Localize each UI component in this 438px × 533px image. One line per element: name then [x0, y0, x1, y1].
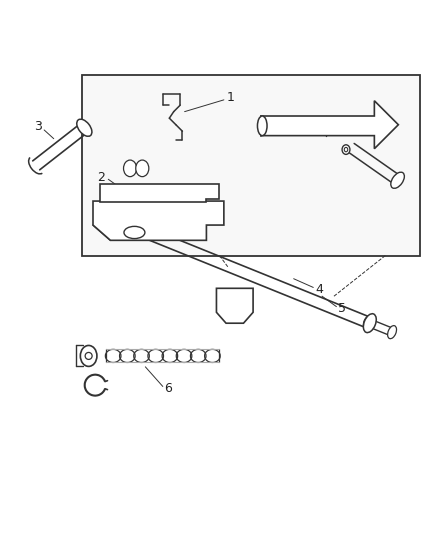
Polygon shape	[93, 201, 223, 240]
Ellipse shape	[123, 160, 136, 176]
Ellipse shape	[238, 295, 246, 303]
Ellipse shape	[343, 148, 347, 152]
Ellipse shape	[77, 119, 92, 136]
Polygon shape	[216, 288, 253, 323]
Text: 6: 6	[164, 382, 172, 395]
Text: 2: 2	[97, 171, 105, 184]
Ellipse shape	[257, 116, 266, 135]
Ellipse shape	[85, 352, 92, 359]
Ellipse shape	[341, 145, 349, 155]
Polygon shape	[99, 183, 219, 202]
Text: 3: 3	[34, 120, 42, 133]
Ellipse shape	[390, 172, 403, 188]
Ellipse shape	[135, 160, 148, 176]
Ellipse shape	[80, 345, 97, 366]
Polygon shape	[260, 101, 397, 149]
Text: 1: 1	[226, 91, 234, 104]
Ellipse shape	[363, 314, 375, 333]
Ellipse shape	[231, 311, 237, 318]
Text: 5: 5	[337, 302, 345, 315]
Ellipse shape	[387, 326, 396, 338]
Ellipse shape	[124, 227, 145, 239]
Ellipse shape	[223, 295, 230, 303]
Bar	[82, 75, 419, 256]
Text: 4: 4	[314, 282, 322, 296]
